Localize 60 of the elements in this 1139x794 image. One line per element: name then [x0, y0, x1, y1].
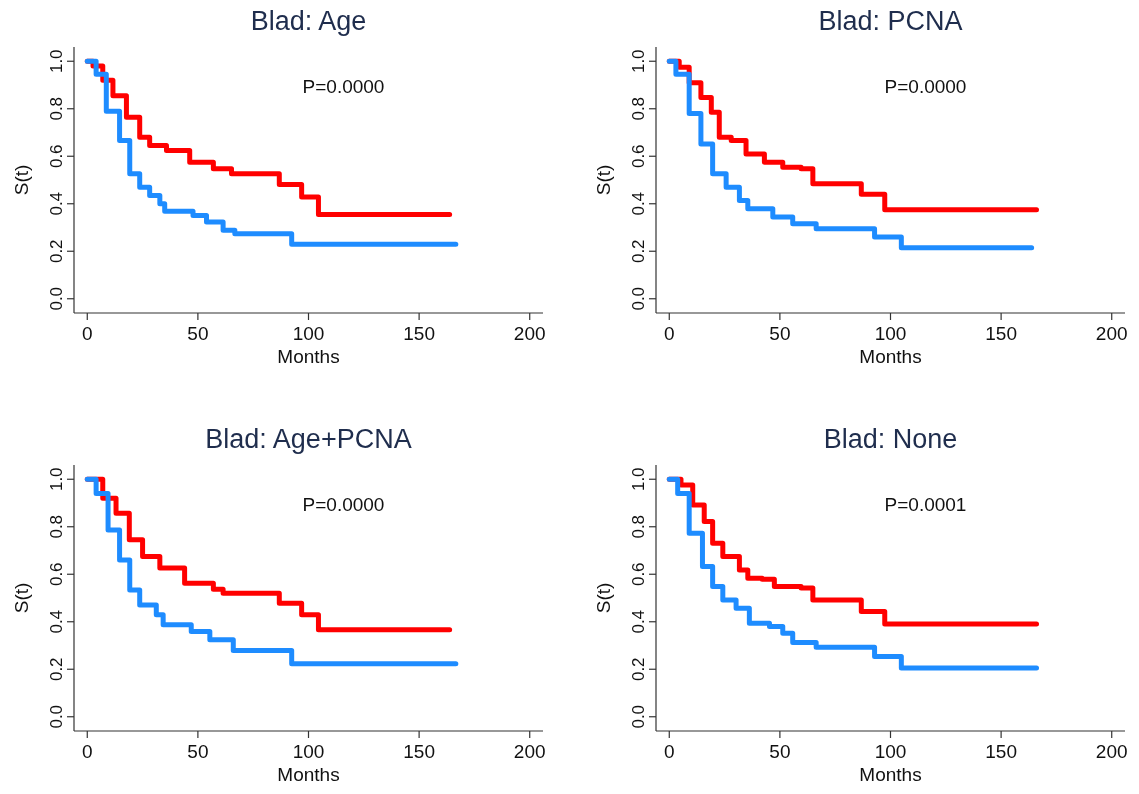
y-tick-label: 0.0 — [629, 704, 648, 729]
x-tick-label: 150 — [403, 741, 435, 762]
y-tick-label: 0.2 — [629, 239, 648, 264]
y-axis-title: S(t) — [11, 582, 32, 614]
y-tick-label: 0.4 — [47, 609, 66, 634]
x-axis-title: Months — [277, 346, 340, 367]
x-tick-label: 150 — [403, 323, 435, 344]
x-tick-label: 150 — [985, 323, 1017, 344]
y-tick-label: 0.6 — [47, 562, 66, 587]
x-tick-label: 0 — [81, 741, 93, 762]
y-tick-label: 1.0 — [47, 467, 66, 492]
x-axis-title: Months — [277, 764, 340, 785]
annotation: P=0.0000 — [302, 76, 385, 97]
annotation: P=0.0000 — [302, 494, 385, 515]
y-tick-label: 0.4 — [629, 609, 648, 634]
y-tick-label: 0.8 — [629, 96, 648, 121]
x-tick-label: 50 — [187, 741, 209, 762]
y-axis-title: S(t) — [593, 582, 614, 614]
chart-title: Blad: Age — [250, 6, 367, 36]
y-tick-label: 0.2 — [47, 657, 66, 682]
y-tick-label: 0.0 — [47, 286, 66, 311]
annotation: P=0.0000 — [884, 76, 967, 97]
y-tick-label: 0.0 — [47, 704, 66, 729]
y-tick-label: 0.4 — [47, 191, 66, 216]
y-tick-label: 0.6 — [47, 144, 66, 169]
x-tick-label: 200 — [1095, 323, 1128, 344]
chart-title: Blad: None — [823, 424, 958, 454]
x-tick-label: 50 — [769, 741, 791, 762]
chart-title: Blad: Age+PCNA — [205, 424, 412, 454]
x-tick-label: 0 — [81, 323, 93, 344]
x-axis-title: Months — [859, 764, 922, 785]
chart-title: Blad: PCNA — [818, 6, 963, 36]
x-tick-label: 150 — [985, 741, 1017, 762]
x-tick-label: 200 — [513, 741, 546, 762]
y-tick-label: 0.8 — [629, 514, 648, 539]
y-tick-label: 0.4 — [629, 191, 648, 216]
x-tick-label: 100 — [292, 741, 325, 762]
y-tick-label: 0.8 — [47, 514, 66, 539]
y-tick-label: 0.2 — [47, 239, 66, 264]
y-tick-label: 1.0 — [629, 467, 648, 492]
x-tick-label: 50 — [769, 323, 791, 344]
y-axis-title: S(t) — [593, 164, 614, 196]
x-tick-label: 200 — [1095, 741, 1128, 762]
x-axis-title: Months — [859, 346, 922, 367]
y-tick-label: 0.6 — [629, 562, 648, 587]
y-axis-title: S(t) — [11, 164, 32, 196]
x-tick-label: 50 — [187, 323, 209, 344]
x-tick-label: 100 — [874, 741, 907, 762]
x-tick-label: 0 — [663, 741, 675, 762]
annotation: P=0.0001 — [884, 494, 967, 515]
x-tick-label: 100 — [292, 323, 325, 344]
y-tick-label: 1.0 — [47, 49, 66, 74]
x-tick-label: 0 — [663, 323, 675, 344]
y-tick-label: 1.0 — [629, 49, 648, 74]
y-tick-label: 0.6 — [629, 144, 648, 169]
y-tick-label: 0.8 — [47, 96, 66, 121]
x-tick-label: 200 — [513, 323, 546, 344]
x-tick-label: 100 — [874, 323, 907, 344]
y-tick-label: 0.0 — [629, 286, 648, 311]
y-tick-label: 0.2 — [629, 657, 648, 682]
